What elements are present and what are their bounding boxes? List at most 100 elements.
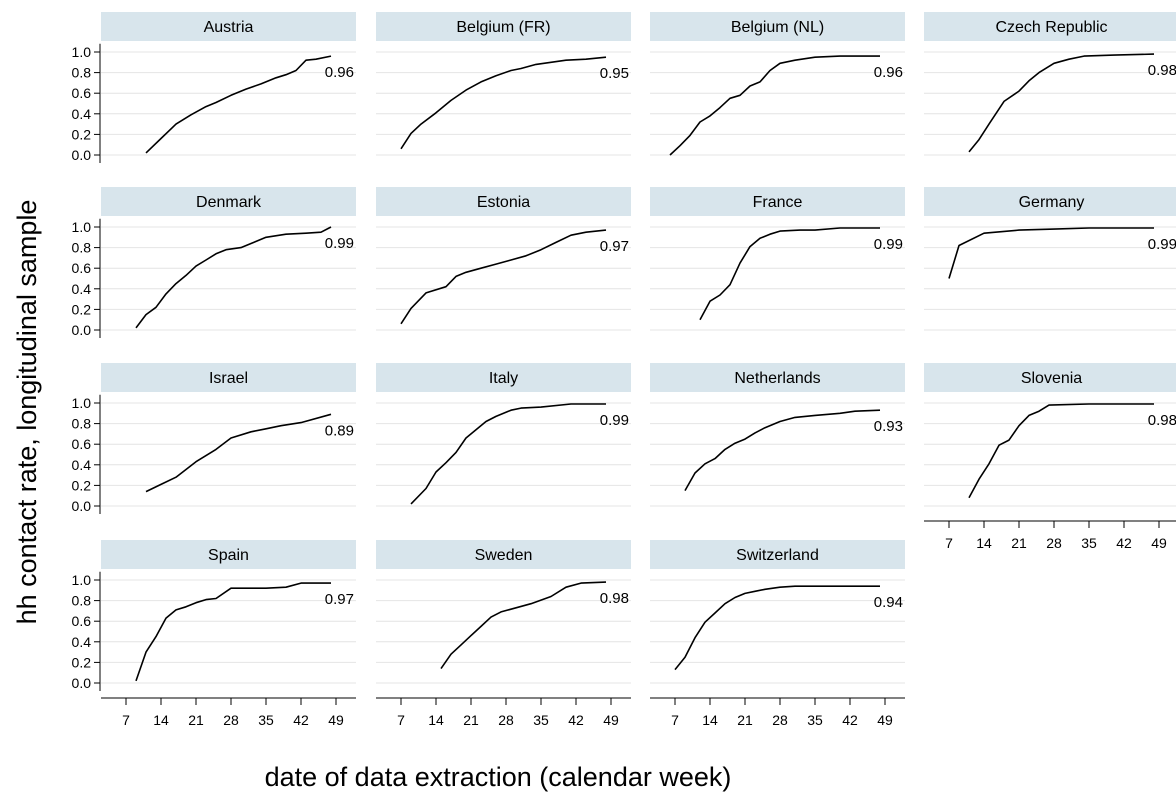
x-tick-label: 35 [807,712,823,728]
final-value-label: 0.97 [325,591,354,608]
series-line [968,53,1155,153]
panel-title: Israel [209,370,248,387]
panel-title: Austria [204,19,254,36]
panel-italy: Italy 0.99 [376,363,631,507]
panel-title: Germany [1019,194,1085,211]
x-tick-label: 7 [671,712,679,728]
x-tick-label: 28 [223,712,239,728]
x-tick-label: 35 [258,712,274,728]
panel-czech-republic: Czech Republic 0.98 [924,12,1176,156]
panel-header [376,187,631,216]
y-tick-label: 1.0 [72,572,92,588]
x-axis-label: date of data extraction (calendar week) [265,762,732,792]
panel-title: France [753,194,803,211]
y-tick-label: 0.4 [72,106,92,122]
y-tick-label: 0.0 [72,147,92,163]
y-tick-label: 0.8 [72,240,92,256]
final-value-label: 0.99 [325,235,354,252]
x-tick-label: 21 [188,712,204,728]
final-value-label: 0.98 [1148,62,1176,79]
y-tick-label: 0.4 [72,634,92,650]
series-line [410,403,606,505]
panel-title: Netherlands [734,370,820,387]
final-value-label: 0.99 [1148,236,1176,253]
panel-title: Denmark [196,194,262,211]
panel-belgium-fr: Belgium (FR) 0.95 [376,12,631,156]
y-tick-label: 0.2 [72,301,92,317]
final-value-label: 0.99 [874,236,903,253]
y-tick-label: 0.8 [72,593,92,609]
final-value-label: 0.98 [1148,412,1176,429]
series-line [674,585,880,671]
x-tick-label: 14 [976,535,992,551]
series-line [440,581,607,670]
panel-sweden: Sweden 7 14 21 28 35 42 49 0.98 [376,540,631,728]
panel-header [101,363,356,392]
x-tick-label: 42 [568,712,584,728]
y-tick-label: 0.0 [72,498,92,514]
final-value-label: 0.98 [600,590,629,607]
y-tick-label: 0.0 [72,322,92,338]
y-tick-label: 0.6 [72,436,92,452]
panel-title: Switzerland [736,547,819,564]
panel-header [376,363,631,392]
panel-israel: Israel 0.0 0.2 0.4 0.6 0.8 1.0 0.89 [72,363,356,514]
x-tick-label: 14 [428,712,444,728]
y-tick-label: 0.8 [72,416,92,432]
x-tick-label: 28 [1046,535,1062,551]
panels-layer: Austria 0.0 0.2 0.4 0.6 0.8 1.0 0.96 Belgium (FR… [72,12,1176,728]
series-line [145,55,332,154]
final-value-label: 0.95 [600,65,629,82]
panel-title: Belgium (NL) [731,19,824,36]
final-value-label: 0.96 [874,64,903,81]
final-value-label: 0.94 [874,594,903,611]
panel-switzerland: Switzerland 7 14 21 28 35 42 49 0.94 [650,540,905,728]
final-value-label: 0.97 [600,238,629,255]
y-tick-label: 0.2 [72,126,92,142]
panel-title: Belgium (FR) [456,19,550,36]
y-tick-label: 0.4 [72,281,92,297]
y-tick-label: 1.0 [72,44,92,60]
panel-title: Slovenia [1021,370,1082,387]
panel-austria: Austria 0.0 0.2 0.4 0.6 0.8 1.0 0.96 [72,12,356,163]
y-tick-label: 0.0 [72,675,92,691]
panel-title: Spain [208,547,249,564]
x-tick-label: 21 [1011,535,1027,551]
y-tick-label: 0.8 [72,65,92,81]
y-tick-label: 1.0 [72,219,92,235]
panel-estonia: Estonia 0.97 [376,187,631,331]
panel-title: Sweden [475,547,533,564]
series-line [684,409,881,491]
panel-header [376,540,631,569]
x-tick-label: 49 [1151,535,1167,551]
y-axis-label: hh contact rate, longitudinal sample [12,200,42,625]
y-tick-label: 0.4 [72,457,92,473]
panel-belgium-nl: Belgium (NL) 0.96 [650,12,905,156]
x-tick-label: 49 [877,712,893,728]
x-tick-label: 21 [463,712,479,728]
x-tick-label: 28 [772,712,788,728]
panel-title: Estonia [477,194,530,211]
panel-title: Italy [489,370,518,387]
x-tick-label: 42 [1116,535,1132,551]
series-line [968,403,1154,499]
panel-germany: Germany 0.99 [924,187,1176,331]
panel-header [101,540,356,569]
final-value-label: 0.99 [600,412,629,429]
final-value-label: 0.89 [325,422,354,439]
panel-denmark: Denmark 0.0 0.2 0.4 0.6 0.8 1.0 0.99 [72,187,356,338]
series-line [669,55,880,156]
y-tick-label: 0.2 [72,654,92,670]
series-line [145,413,332,493]
panel-netherlands: Netherlands 0.93 [650,363,905,507]
series-line [135,226,332,329]
x-tick-label: 7 [945,535,953,551]
x-tick-label: 35 [533,712,549,728]
panel-title: Czech Republic [995,19,1107,36]
x-tick-label: 7 [397,712,405,728]
x-tick-label: 14 [153,712,169,728]
panel-spain: Spain 0.0 0.2 0.4 0.6 0.8 1.0 7 14 21 28 35 42 49 0.97 [72,540,356,728]
y-tick-label: 0.6 [72,85,92,101]
panel-header [650,540,905,569]
